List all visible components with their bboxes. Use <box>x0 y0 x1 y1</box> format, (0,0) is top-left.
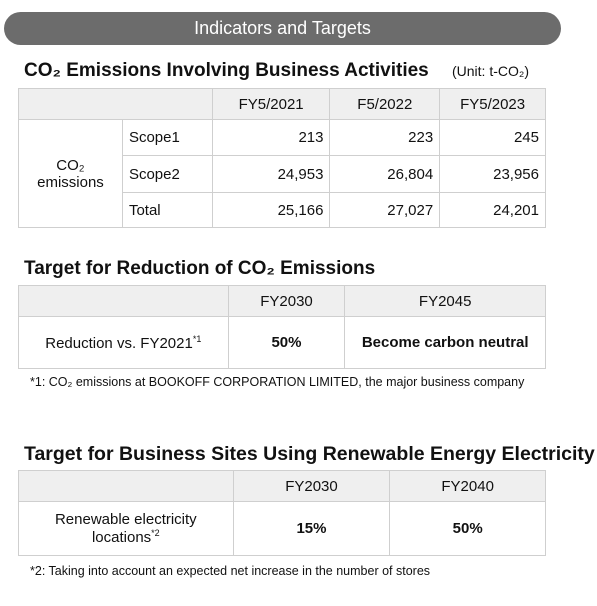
row-label: Scope1 <box>121 119 213 156</box>
column-header: FY5/2023 <box>439 88 546 120</box>
cell: 25,166 <box>211 192 331 228</box>
cell: 245 <box>439 119 546 156</box>
cell: 15% <box>232 501 391 556</box>
cell: 24,201 <box>439 192 546 228</box>
section-title: CO₂ Emissions Involving Business Activit… <box>24 60 429 81</box>
row-label: Renewable electricity locations*2 <box>18 501 234 556</box>
label: Reduction vs. FY2021 <box>45 334 193 352</box>
cell: 24,953 <box>211 155 331 193</box>
note-ref: *1 <box>192 333 202 344</box>
cell: 27,027 <box>329 192 441 228</box>
column-header: F5/2022 <box>329 88 441 120</box>
row-label: Scope2 <box>121 155 213 193</box>
section-title: Target for Business Sites Using Renewabl… <box>24 443 595 465</box>
row-label: Reduction vs. FY2021*1 <box>18 316 229 369</box>
emissions-table: FY5/2021 F5/2022 FY5/2023 CO₂ emissions … <box>18 88 546 228</box>
section-title: Target for Reduction of CO₂ Emissions <box>24 258 376 279</box>
renewable-table: FY2030 FY2040 Renewable electricity loca… <box>18 470 546 556</box>
column-header: FY2030 <box>227 285 346 317</box>
banner: Indicators and Targets <box>4 12 561 45</box>
cell: 50% <box>389 501 546 556</box>
footnote: *2: Taking into account an expected net … <box>30 564 431 578</box>
column-header: FY5/2021 <box>211 88 331 120</box>
note-ref: *2 <box>151 528 160 538</box>
cell: Become carbon neutral <box>344 316 546 369</box>
column-header: FY2045 <box>344 285 546 317</box>
column-header: FY2040 <box>389 470 546 502</box>
cell: 50% <box>227 316 346 369</box>
label: Renewable electricity locations <box>54 511 197 546</box>
column-header: FY2030 <box>232 470 391 502</box>
cell: 26,804 <box>329 155 441 193</box>
cell: 213 <box>211 119 331 156</box>
footnote: *1: CO₂ emissions at BOOKOFF CORPORATION… <box>30 375 525 389</box>
cell: 223 <box>329 119 441 156</box>
cell: 23,956 <box>439 155 546 193</box>
row-label: Total <box>121 192 213 228</box>
group-label: CO₂ emissions <box>18 119 123 228</box>
unit-note: (Unit: t-CO₂) <box>452 63 529 79</box>
reduction-table: FY2030 FY2045 Reduction vs. FY2021*1 50%… <box>18 285 546 369</box>
